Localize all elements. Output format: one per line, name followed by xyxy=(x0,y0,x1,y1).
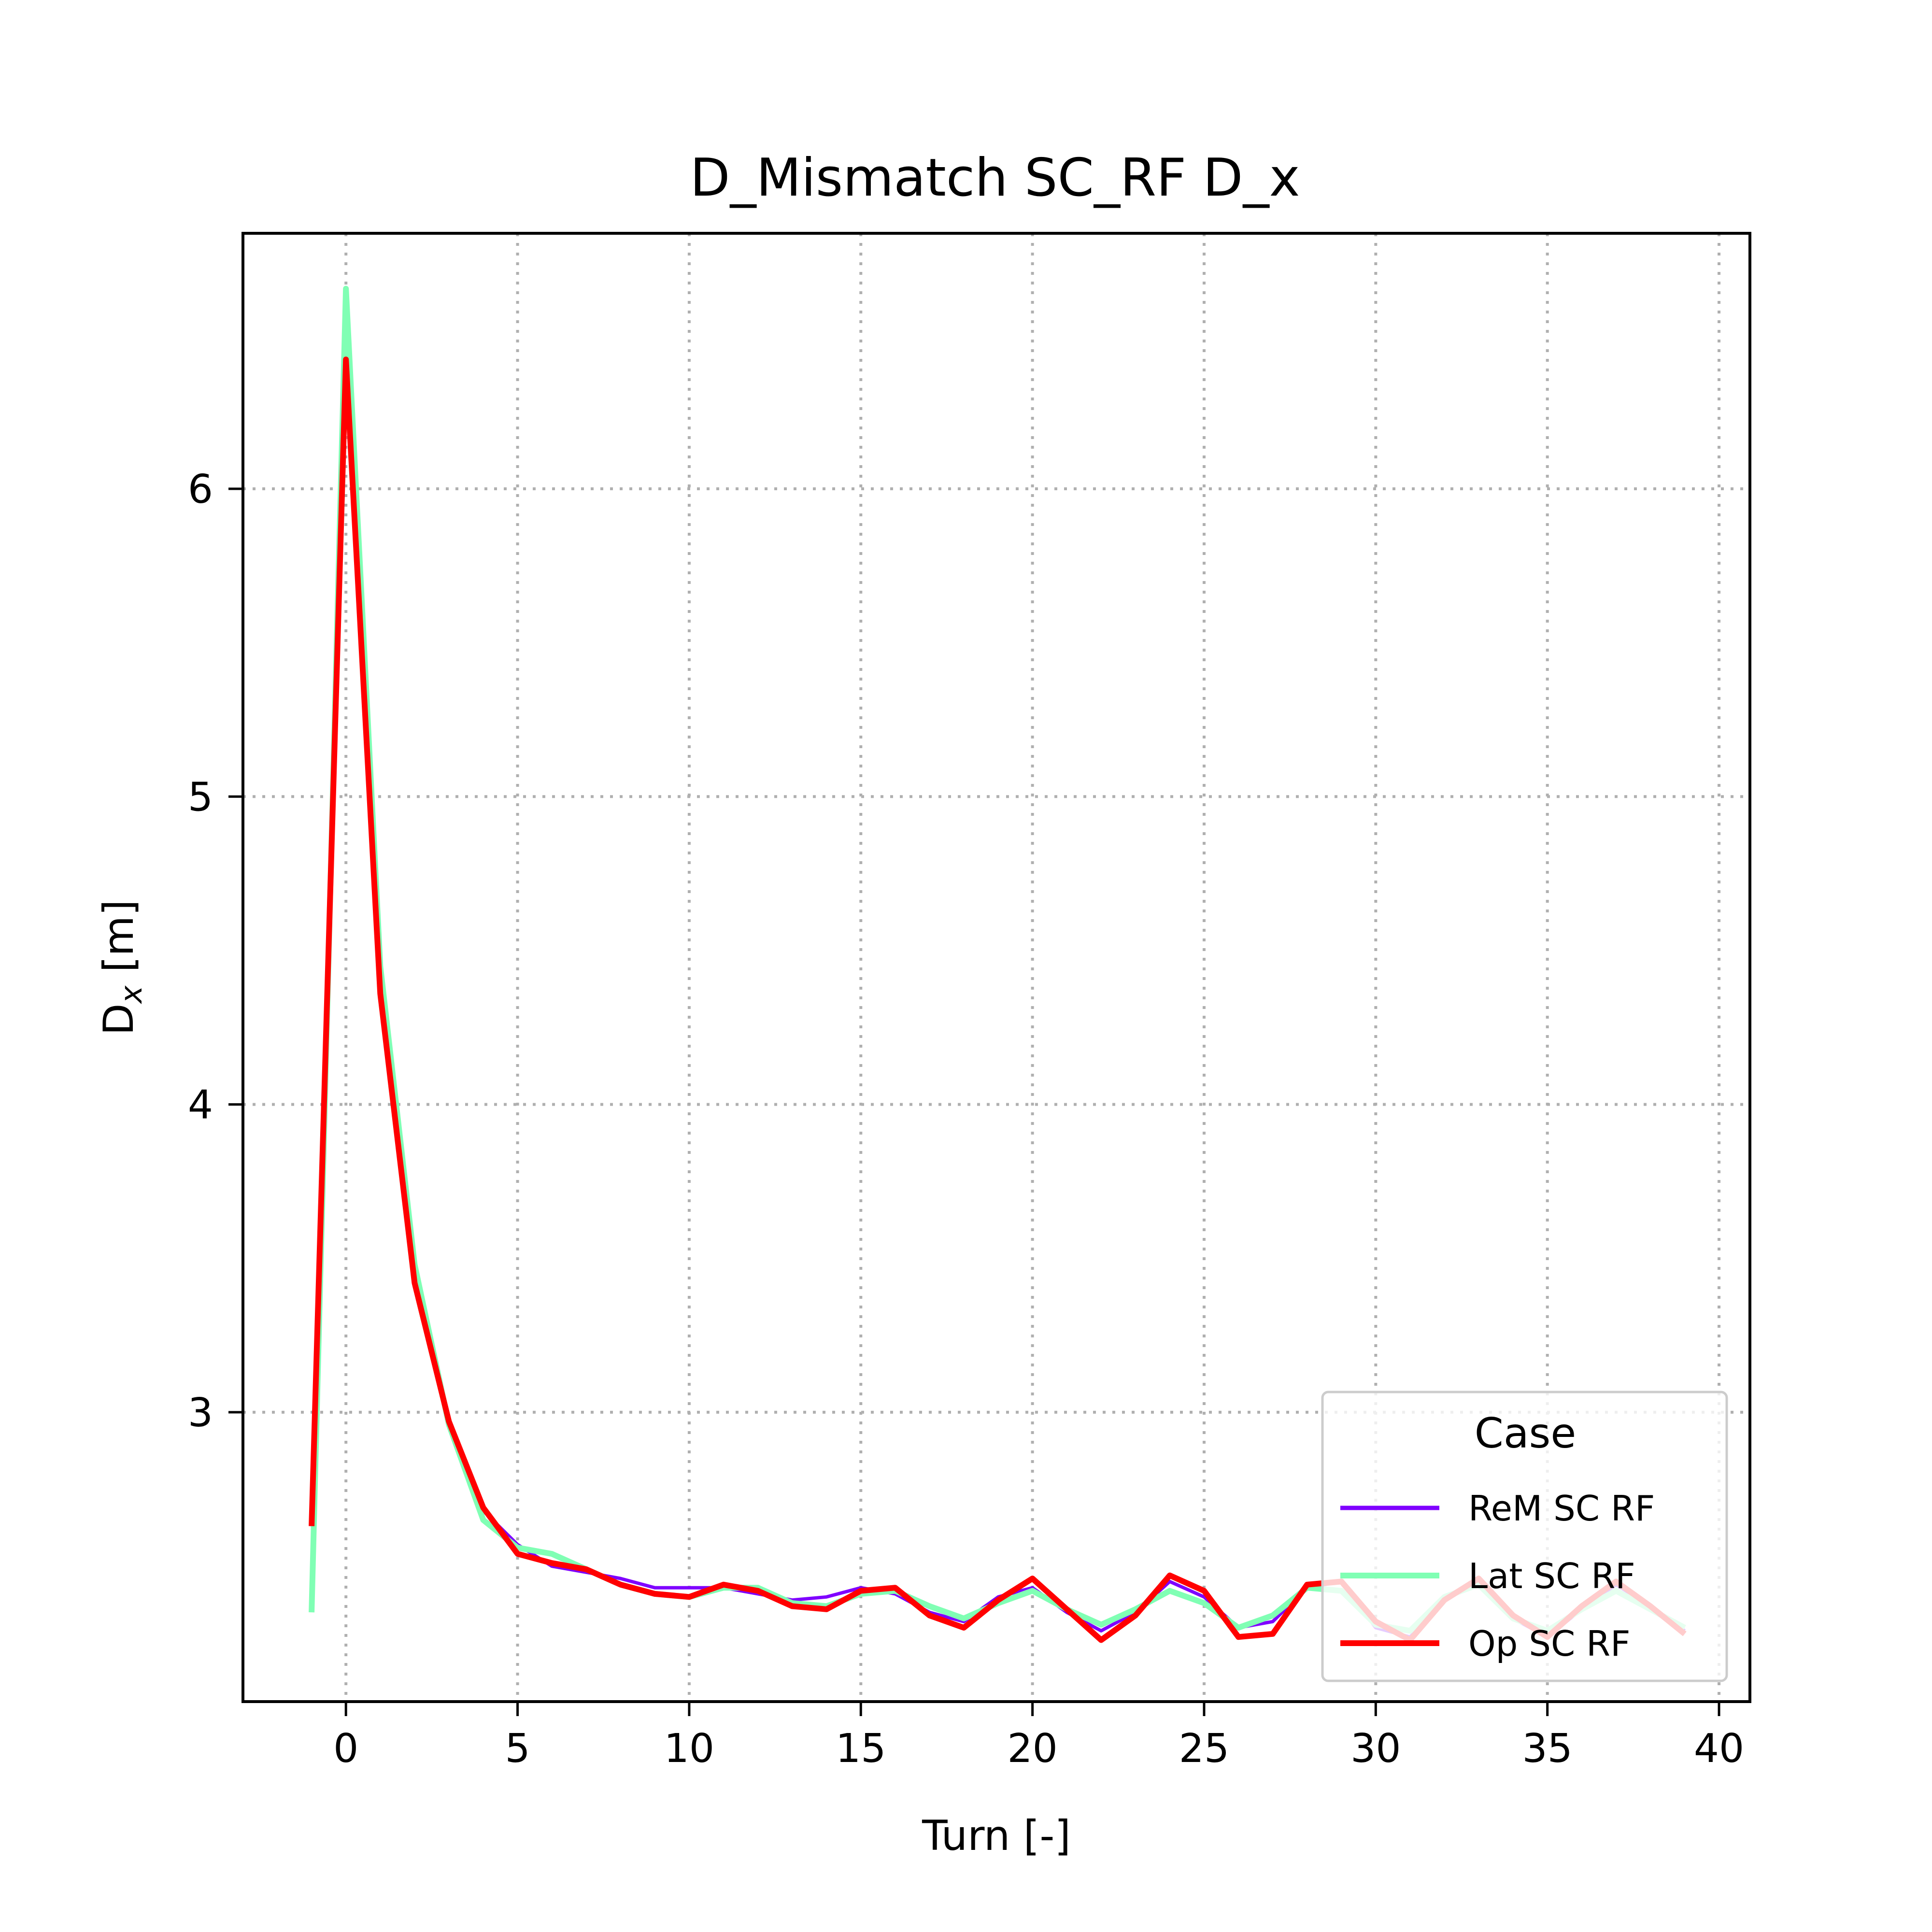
grid xyxy=(243,233,1750,1702)
legend-title: Case xyxy=(1475,1409,1576,1458)
x-tick-label: 40 xyxy=(1694,1726,1744,1772)
x-axis-label: Turn [-] xyxy=(922,1812,1071,1860)
y-axis: 3 4 5 6 xyxy=(188,467,243,1436)
x-tick-label: 35 xyxy=(1522,1726,1573,1772)
legend-box xyxy=(1321,1391,1728,1682)
legend: Case ReM SC RF Lat SC RF Op SC RF xyxy=(1321,1391,1728,1682)
y-tick-label: 6 xyxy=(188,467,213,512)
y-axis-label: Dx [m] xyxy=(95,899,149,1035)
legend-label: ReM SC RF xyxy=(1468,1488,1655,1529)
x-tick-label: 10 xyxy=(664,1726,714,1772)
x-tick-label: 25 xyxy=(1179,1726,1229,1772)
y-tick-label: 3 xyxy=(188,1390,213,1436)
x-tick-label: 30 xyxy=(1350,1726,1401,1772)
x-tick-label: 5 xyxy=(505,1726,530,1772)
y-tick-label: 4 xyxy=(188,1082,213,1128)
x-tick-label: 15 xyxy=(836,1726,886,1772)
y-tick-label: 5 xyxy=(188,774,213,820)
plot-frame xyxy=(242,232,1751,1703)
x-tick-label: 20 xyxy=(1007,1726,1057,1772)
x-axis: 0 5 10 15 20 25 30 35 40 xyxy=(333,1702,1744,1772)
chart-title: D_Mismatch SC_RF D_x xyxy=(690,148,1300,208)
legend-label: Op SC RF xyxy=(1468,1623,1631,1664)
x-tick-label: 0 xyxy=(333,1726,358,1772)
legend-label: Lat SC RF xyxy=(1468,1556,1635,1596)
